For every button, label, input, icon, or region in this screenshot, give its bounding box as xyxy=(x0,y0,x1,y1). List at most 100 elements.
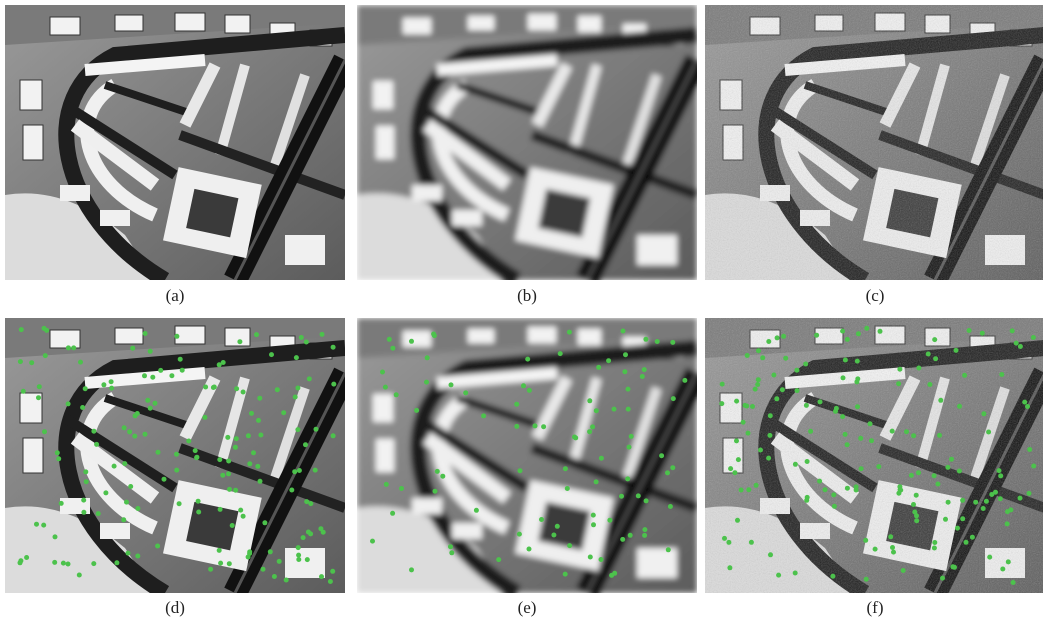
feature-point xyxy=(103,490,108,495)
feature-point xyxy=(81,498,86,503)
image-panel xyxy=(705,5,1043,280)
feature-point xyxy=(588,555,593,560)
feature-point xyxy=(514,424,519,429)
feature-point xyxy=(998,473,1003,478)
feature-point xyxy=(52,560,57,565)
feature-point xyxy=(234,436,239,441)
feature-point xyxy=(623,352,628,357)
feature-point xyxy=(380,370,385,375)
feature-point xyxy=(804,403,809,408)
feature-point xyxy=(281,410,286,415)
feature-point xyxy=(671,396,676,401)
feature-point xyxy=(793,571,798,576)
feature-point xyxy=(1011,580,1016,585)
feature-point xyxy=(387,337,392,342)
feature-point xyxy=(722,536,727,541)
feature-point xyxy=(1005,521,1010,526)
feature-point xyxy=(292,469,297,474)
feature-point xyxy=(226,459,231,464)
feature-point xyxy=(208,567,213,572)
feature-point xyxy=(424,380,429,385)
feature-point xyxy=(174,468,179,473)
feature-point xyxy=(109,386,114,391)
feature-point xyxy=(36,395,41,400)
feature-point xyxy=(768,552,773,557)
feature-point xyxy=(481,413,486,418)
feature-point xyxy=(754,483,759,488)
feature-point xyxy=(409,567,414,572)
feature-point xyxy=(814,333,819,338)
feature-point xyxy=(1014,341,1019,346)
feature-point xyxy=(987,555,992,560)
feature-point xyxy=(830,574,835,579)
feature-point xyxy=(293,395,298,400)
panel-label: (a) xyxy=(5,286,345,306)
feature-point xyxy=(521,383,526,388)
feature-point xyxy=(999,372,1004,377)
feature-point xyxy=(911,502,916,507)
feature-point xyxy=(735,518,740,523)
feature-point xyxy=(587,398,592,403)
panel-label: (b) xyxy=(357,286,697,306)
feature-point xyxy=(750,404,755,409)
feature-point xyxy=(212,385,217,390)
feature-point xyxy=(843,432,848,437)
feature-point xyxy=(869,438,874,443)
feature-point xyxy=(463,390,468,395)
noise xyxy=(705,5,1043,280)
feature-point xyxy=(247,461,252,466)
feature-point xyxy=(863,538,868,543)
feature-point xyxy=(609,573,614,578)
feature-point xyxy=(986,430,991,435)
figure: (() => { const data = JSON.parse(documen… xyxy=(0,0,1043,624)
feature-point xyxy=(128,484,133,489)
feature-point xyxy=(855,359,860,364)
feature-point xyxy=(843,358,848,363)
feature-point xyxy=(960,516,965,521)
feature-point xyxy=(1027,491,1032,496)
feature-point xyxy=(1025,404,1030,409)
feature-point xyxy=(331,433,336,438)
feature-point xyxy=(767,433,772,438)
feature-point xyxy=(433,489,438,494)
feature-point xyxy=(101,382,106,387)
feature-point xyxy=(551,533,556,538)
feature-point xyxy=(227,487,232,492)
feature-point xyxy=(989,492,994,497)
feature-point xyxy=(932,473,937,478)
feature-point xyxy=(66,401,71,406)
feature-point xyxy=(741,420,746,425)
feature-point xyxy=(753,387,758,392)
feature-point xyxy=(331,382,336,387)
feature-point xyxy=(295,427,300,432)
feature-point xyxy=(755,382,760,387)
feature-point xyxy=(833,409,838,414)
feature-point xyxy=(739,488,744,493)
feature-point xyxy=(640,374,645,379)
feature-point xyxy=(950,564,955,569)
feature-point xyxy=(255,464,260,469)
feature-point xyxy=(558,351,563,356)
feature-point xyxy=(734,399,739,404)
feature-point xyxy=(122,461,127,466)
feature-point xyxy=(960,498,965,503)
feature-point xyxy=(805,495,810,500)
feature-point xyxy=(567,543,572,548)
feature-point xyxy=(1018,344,1023,349)
feature-point xyxy=(980,331,985,336)
feature-point xyxy=(233,445,238,450)
feature-point xyxy=(299,335,304,340)
feature-point xyxy=(440,474,445,479)
feature-point xyxy=(83,386,88,391)
feature-point xyxy=(745,353,750,358)
feature-point xyxy=(217,457,222,462)
feature-point xyxy=(781,334,786,339)
feature-point xyxy=(539,517,544,522)
feature-point xyxy=(297,468,302,473)
feature-point xyxy=(409,339,414,344)
feature-point xyxy=(659,453,664,458)
feature-point xyxy=(318,526,323,531)
feature-point xyxy=(449,550,454,555)
feature-point xyxy=(514,402,519,407)
feature-point xyxy=(1031,464,1036,469)
